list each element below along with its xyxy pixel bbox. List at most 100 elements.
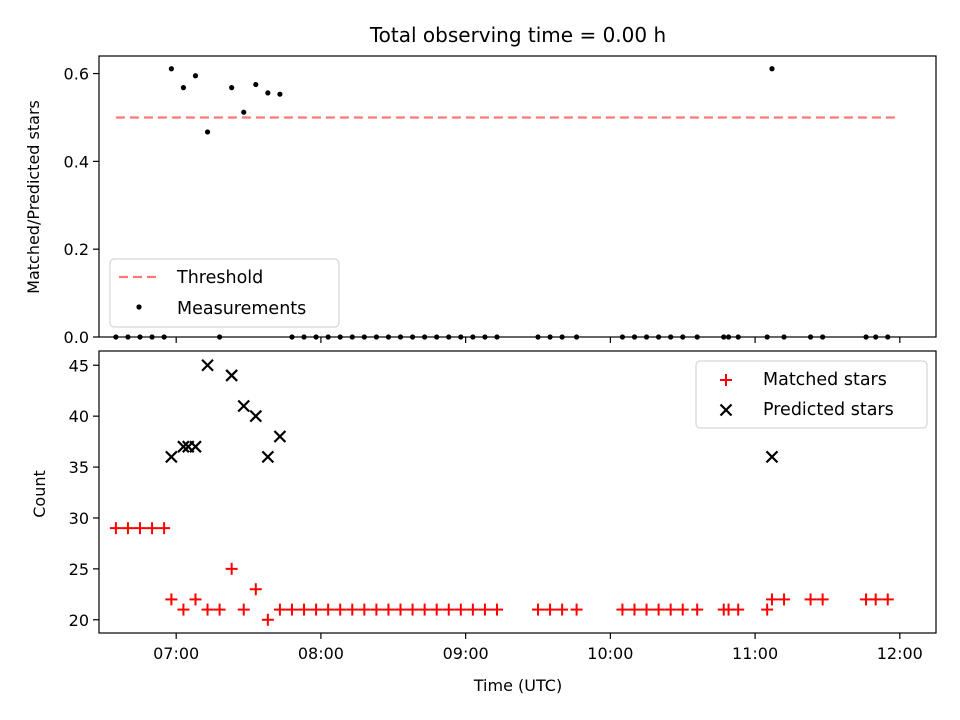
bottom-y-axis-label: Count	[30, 470, 49, 518]
measurement-point	[180, 85, 187, 91]
matched-star-marker	[121, 522, 134, 535]
matched-star-marker	[804, 593, 817, 606]
matched-star-marker	[556, 603, 569, 616]
measurement-point	[277, 91, 283, 97]
top-x-axis	[175, 337, 901, 343]
predicted-star-marker	[225, 369, 238, 382]
matched-star-marker	[358, 603, 371, 616]
matched-star-marker	[225, 562, 238, 575]
bottom-y-tick-label: 40	[69, 407, 89, 426]
matched-star-marker	[382, 603, 395, 616]
legend-predicted-marker	[719, 403, 733, 417]
matched-star-marker	[146, 522, 159, 535]
x-tick-label: 12:00	[877, 644, 923, 663]
predicted-star-marker	[177, 440, 190, 453]
x-tick-label: 09:00	[443, 644, 489, 663]
matched-star-marker	[201, 603, 214, 616]
legend-measurements-swatch	[136, 304, 142, 310]
matched-star-marker	[322, 603, 335, 616]
bottom-legend: Matched stars Predicted stars	[695, 360, 928, 429]
matched-star-marker	[237, 603, 250, 616]
top-y-tick-label: 0.6	[64, 65, 89, 84]
matched-star-marker	[109, 522, 122, 535]
legend-predicted-label: Predicted stars	[763, 400, 894, 420]
top-y-axis-label: Matched/Predicted stars	[24, 100, 43, 294]
predicted-stars-points	[165, 358, 779, 464]
matched-star-marker	[869, 593, 882, 606]
top-plot-frame	[98, 55, 937, 338]
matched-star-marker	[189, 593, 202, 606]
matched-star-marker	[454, 603, 467, 616]
matched-star-marker	[334, 603, 347, 616]
matched-star-marker	[394, 603, 407, 616]
matched-star-marker	[442, 603, 455, 616]
measurement-point	[192, 73, 199, 79]
matched-star-marker	[158, 522, 171, 535]
matched-star-marker	[213, 603, 226, 616]
predicted-star-marker	[237, 399, 251, 413]
measurement-point	[204, 129, 211, 135]
matched-star-marker	[816, 593, 829, 606]
matched-star-marker	[249, 583, 262, 596]
bottom-legend-box	[695, 360, 928, 429]
predicted-star-marker	[189, 440, 202, 453]
top-legend-box	[109, 258, 340, 328]
matched-star-marker	[628, 603, 641, 616]
matched-star-marker	[765, 593, 778, 606]
matched-star-marker	[691, 603, 704, 616]
matched-star-marker	[134, 522, 147, 535]
matched-star-marker	[478, 603, 491, 616]
measurement-point	[265, 90, 271, 96]
matched-star-marker	[346, 603, 359, 616]
matched-star-marker	[406, 603, 419, 616]
top-y-tick-label: 0.2	[64, 240, 89, 259]
matched-star-marker	[652, 603, 665, 616]
predicted-star-marker	[165, 450, 178, 464]
measurement-point	[229, 85, 235, 91]
matched-star-marker	[466, 603, 479, 616]
matched-star-marker	[310, 603, 323, 616]
top-y-tick-label: 0.4	[64, 152, 89, 171]
matched-star-marker	[370, 603, 383, 616]
matched-star-marker	[490, 603, 503, 616]
measurement-point	[168, 66, 174, 72]
matched-stars-points	[109, 522, 894, 626]
top-y-axis: 0.0 0.2 0.4 0.6	[64, 65, 99, 347]
predicted-star-marker	[273, 430, 287, 443]
x-tick-label: 10:00	[587, 644, 633, 663]
x-tick-label: 11:00	[732, 644, 778, 663]
predicted-star-marker	[261, 450, 275, 464]
measurement-point	[769, 66, 775, 72]
legend-matched-swatch	[720, 374, 732, 386]
matched-star-marker	[418, 603, 431, 616]
matched-star-marker	[165, 593, 178, 606]
legend-measurements-label: Measurements	[177, 299, 306, 319]
x-tick-label: 07:00	[153, 644, 199, 663]
x-tick-label: 08:00	[298, 644, 344, 663]
matched-star-marker	[676, 603, 689, 616]
matched-star-marker	[532, 603, 545, 616]
matched-star-marker	[881, 593, 894, 606]
matched-star-marker	[761, 603, 774, 616]
legend-predicted-swatch	[719, 403, 733, 417]
matched-star-marker	[298, 603, 311, 616]
matched-star-marker	[778, 593, 791, 606]
matched-star-marker	[664, 603, 677, 616]
chart-title: Total observing time = 0.00 h	[369, 23, 666, 47]
matched-star-marker	[544, 603, 557, 616]
top-panel: Total observing time = 0.00 h Matched/Pr…	[24, 23, 937, 347]
top-legend: Threshold Measurements	[109, 258, 340, 328]
matched-star-marker	[430, 603, 443, 616]
bottom-plot-frame	[98, 350, 937, 634]
matched-star-marker	[732, 603, 745, 616]
matched-star-marker	[640, 603, 653, 616]
legend-matched-label: Matched stars	[763, 370, 887, 390]
bottom-y-tick-label: 30	[69, 509, 89, 528]
measurement-point	[241, 109, 247, 115]
bottom-y-axis: 20 25 30 35 40 45	[69, 356, 99, 630]
matched-star-marker	[570, 603, 583, 616]
bottom-y-tick-label: 35	[69, 458, 89, 477]
matched-star-marker	[616, 603, 629, 616]
matched-star-marker	[177, 603, 190, 616]
